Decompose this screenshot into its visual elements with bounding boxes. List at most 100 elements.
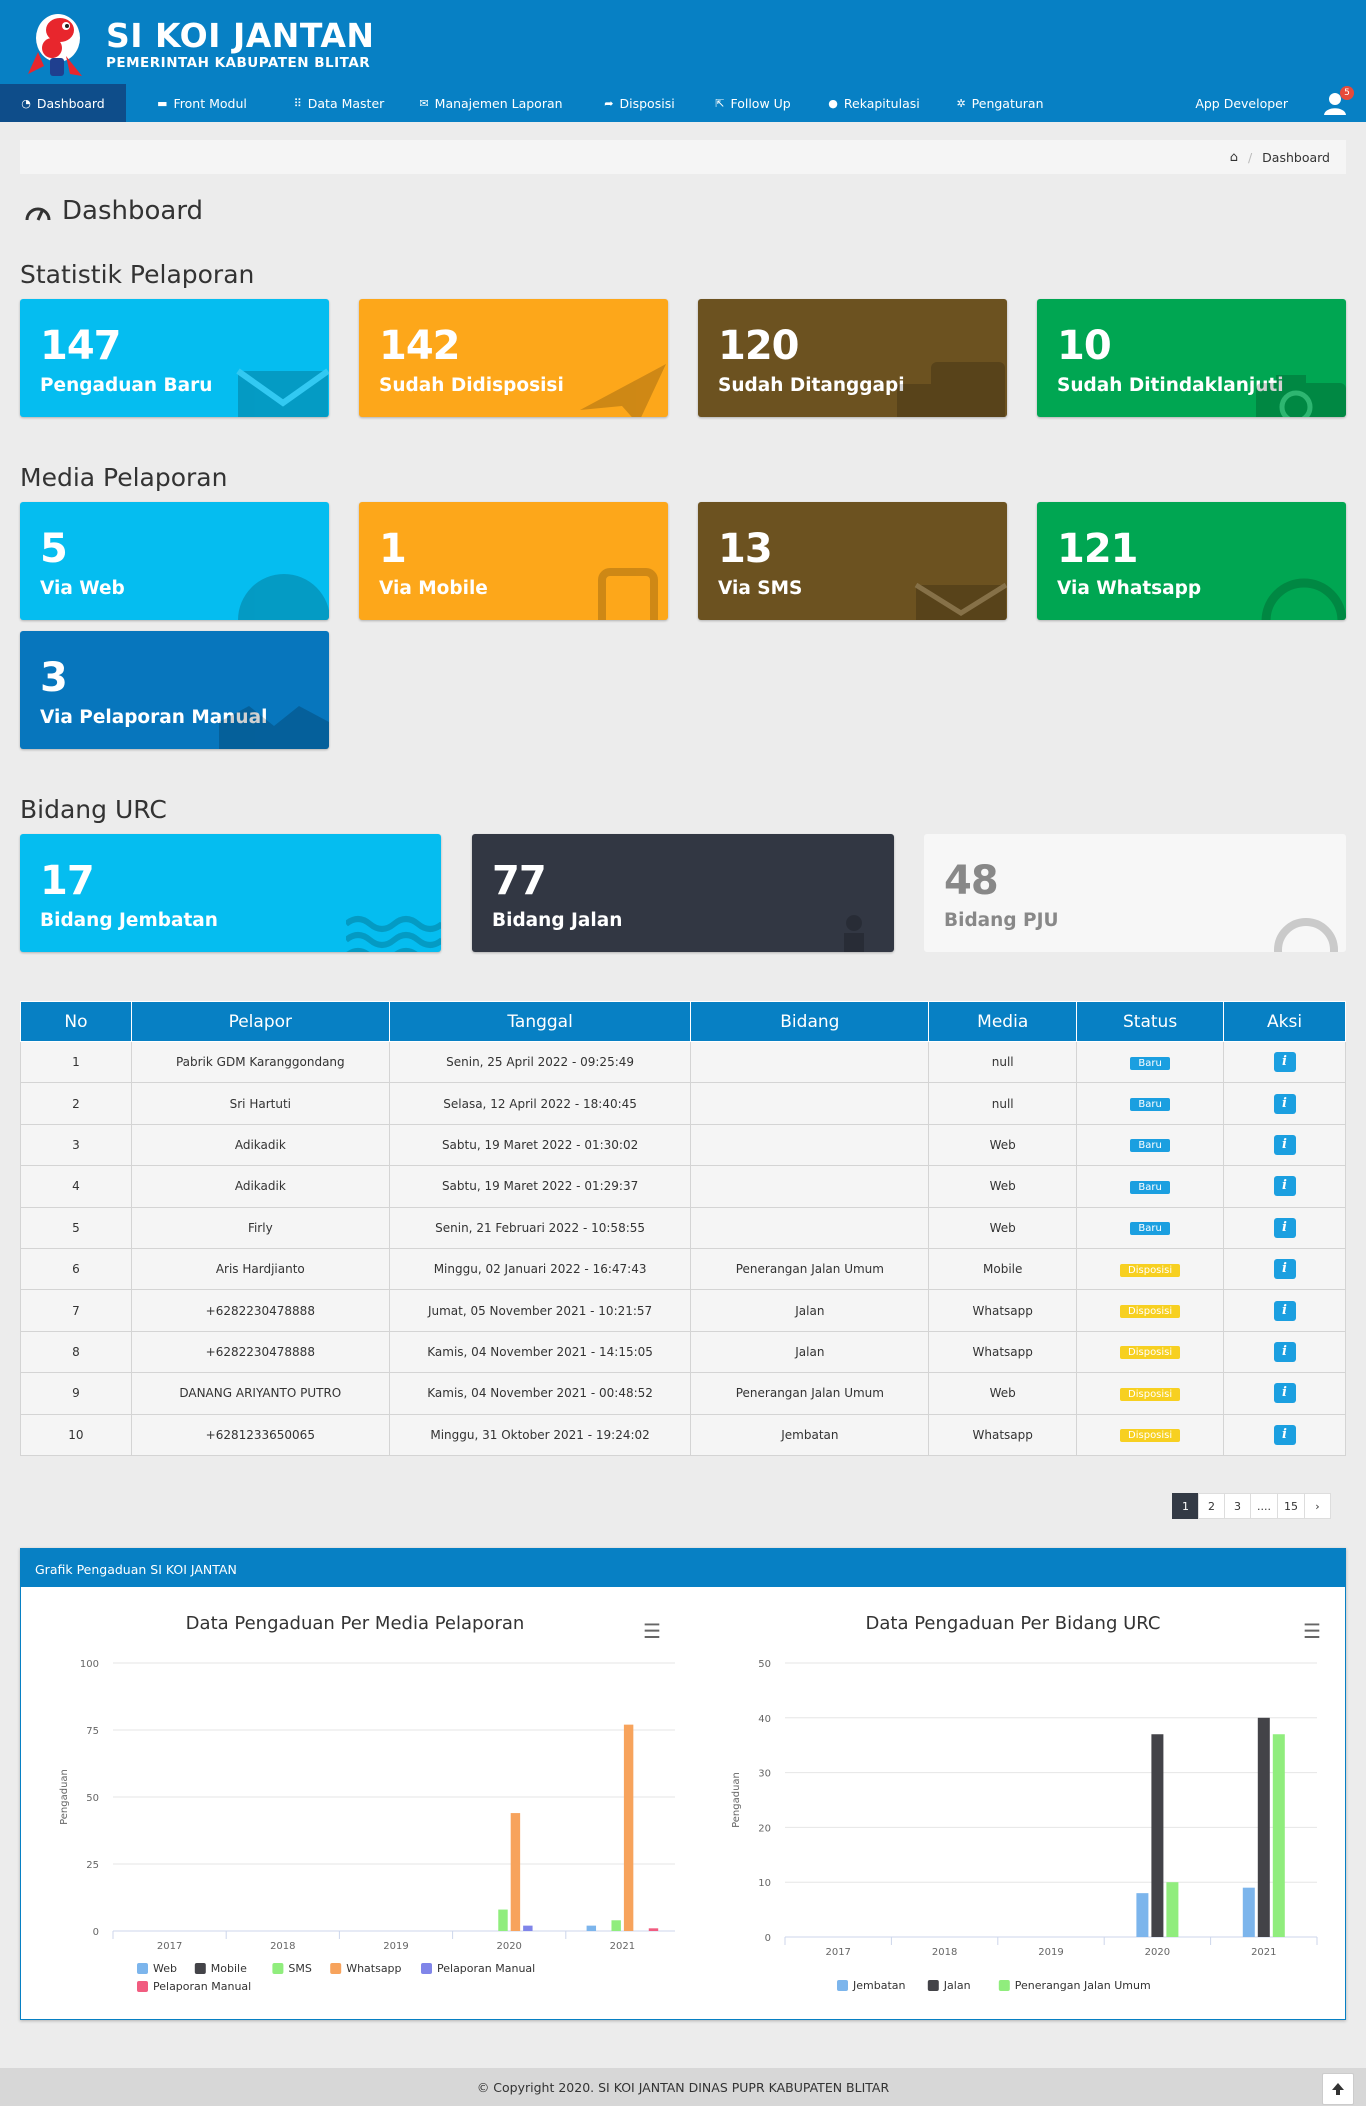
row-pelapor: DANANG ARIYANTO PUTRO <box>130 1372 390 1415</box>
media-card-mobile[interactable]: 1 Via Mobile <box>359 502 668 620</box>
external-link-icon: ⇱ <box>715 96 725 110</box>
bar[interactable] <box>611 1920 621 1931</box>
media-card-web[interactable]: 5 Via Web <box>20 502 329 620</box>
row-aksi: i <box>1223 1289 1346 1332</box>
bar[interactable] <box>1257 1717 1270 1937</box>
y-tick-label: 40 <box>758 1714 771 1725</box>
bar[interactable] <box>1272 1734 1285 1937</box>
app-developer-link[interactable]: App Developer <box>1195 95 1288 111</box>
legend-label[interactable]: Web <box>153 1962 177 1975</box>
bar[interactable] <box>586 1925 597 1931</box>
chart-media-pelaporan: Data Pengaduan Per Media Pelaporan ☰ 0 25… <box>35 1595 675 2005</box>
col-header-media[interactable]: Media <box>928 1001 1078 1042</box>
nav-dashboard[interactable]: ◔ Dashboard <box>0 84 126 122</box>
bar[interactable] <box>1151 1734 1164 1937</box>
stat-card-sudah-didisposisi[interactable]: 142 Sudah Didisposisi <box>359 299 668 417</box>
row-tanggal: Senin, 25 April 2022 - 09:25:49 <box>388 1040 692 1084</box>
info-icon[interactable]: i <box>1273 1424 1296 1445</box>
brand[interactable]: SI KOI JANTAN PEMERINTAH KABUPATEN BLITA… <box>26 8 375 80</box>
back-to-top-button[interactable] <box>1322 2073 1354 2105</box>
bar[interactable] <box>510 1813 521 1931</box>
nav-manajemen-laporan[interactable]: ✉ Manajemen Laporan <box>400 84 582 122</box>
status-badge: Disposisi <box>1120 1346 1181 1360</box>
row-aksi: i <box>1223 1413 1346 1456</box>
status-badge: Disposisi <box>1120 1429 1181 1443</box>
bidang-value: 48 <box>944 858 999 904</box>
breadcrumb-current: Dashboard <box>1262 149 1330 165</box>
bar[interactable] <box>498 1909 508 1931</box>
info-icon[interactable]: i <box>1273 1052 1296 1073</box>
section-bidang-title: Bidang URC <box>20 795 167 824</box>
bar[interactable] <box>1136 1893 1149 1937</box>
legend-swatch <box>837 1980 848 1991</box>
page-link[interactable]: .... <box>1250 1493 1278 1519</box>
info-icon[interactable]: i <box>1273 1093 1296 1114</box>
y-tick-label: 100 <box>80 1659 99 1670</box>
nav-label: Dashboard <box>36 95 105 111</box>
envelope-icon <box>236 368 329 417</box>
row-bidang: Jembatan <box>690 1413 930 1456</box>
status-badge: Disposisi <box>1120 1305 1181 1319</box>
info-icon[interactable]: i <box>1273 1259 1296 1280</box>
col-header-status[interactable]: Status <box>1076 1001 1225 1042</box>
nav-follow-up[interactable]: ⇱ Follow Up <box>697 84 809 122</box>
y-tick-label: 75 <box>86 1726 99 1737</box>
info-icon[interactable]: i <box>1273 1176 1296 1197</box>
legend-label[interactable]: Mobile <box>211 1962 247 1975</box>
nav-label: Rekapitulasi <box>843 95 920 111</box>
legend-label[interactable]: Jalan <box>943 1979 971 1992</box>
nav-disposisi[interactable]: ➦ Disposisi <box>582 84 697 122</box>
col-header-pelapor[interactable]: Pelapor <box>130 1001 390 1042</box>
info-icon[interactable]: i <box>1273 1217 1296 1238</box>
legend-label[interactable]: SMS <box>288 1962 311 1975</box>
bidang-card-jalan[interactable]: 77 Bidang Jalan <box>472 834 894 952</box>
bidang-card-jembatan[interactable]: 17 Bidang Jembatan <box>20 834 441 952</box>
stat-card-sudah-ditindaklanjuti[interactable]: 10 Sudah Ditindaklanjuti <box>1037 299 1346 417</box>
media-card-whatsapp[interactable]: 121 Via Whatsapp <box>1037 502 1346 620</box>
hamburger-menu-icon[interactable]: ☰ <box>1303 1619 1321 1643</box>
info-icon[interactable]: i <box>1273 1383 1296 1404</box>
y-tick-label: 20 <box>758 1823 771 1834</box>
page-link[interactable]: 3 <box>1224 1493 1251 1519</box>
stat-card-pengaduan-baru[interactable]: 147 Pengaduan Baru <box>20 299 329 417</box>
nav-pengaturan[interactable]: ✲ Pengaturan <box>939 84 1061 122</box>
home-icon[interactable]: ⌂ <box>1229 149 1238 165</box>
col-header-no[interactable]: No <box>20 1001 132 1042</box>
page-link[interactable]: 2 <box>1198 1493 1225 1519</box>
col-header-bidang[interactable]: Bidang <box>690 1001 930 1042</box>
page-link[interactable]: › <box>1304 1493 1331 1519</box>
legend-label[interactable]: Pelaporan Manual <box>153 1980 251 1993</box>
col-header-tanggal[interactable]: Tanggal <box>388 1001 692 1042</box>
x-tick-label: 2021 <box>1251 1947 1276 1958</box>
bar[interactable] <box>1242 1887 1255 1937</box>
media-value: 121 <box>1057 526 1138 572</box>
monitor-icon: ▬ <box>157 96 168 110</box>
info-icon[interactable]: i <box>1273 1341 1296 1362</box>
media-card-pelaporan-manual[interactable]: 3 Via Pelaporan Manual <box>20 631 329 749</box>
info-icon[interactable]: i <box>1273 1134 1296 1155</box>
stat-label: Pengaduan Baru <box>40 375 213 396</box>
bidang-card-pju[interactable]: 48 Bidang PJU <box>924 834 1346 952</box>
envelope-icon <box>914 583 1007 620</box>
media-card-sms[interactable]: 13 Via SMS <box>698 502 1007 620</box>
legend-label[interactable]: Penerangan Jalan Umum <box>1015 1979 1151 1992</box>
nav-rekapitulasi[interactable]: ● Rekapitulasi <box>809 84 939 122</box>
user-menu-button[interactable]: 5 <box>1320 86 1354 118</box>
info-icon[interactable]: i <box>1273 1300 1296 1321</box>
row-tanggal: Kamis, 04 November 2021 - 14:15:05 <box>388 1330 692 1374</box>
row-aksi: i <box>1223 1082 1346 1125</box>
nav-front-modul[interactable]: ▬ Front Modul <box>126 84 278 122</box>
legend-label[interactable]: Jembatan <box>852 1979 906 1992</box>
legend-label[interactable]: Pelaporan Manual <box>437 1962 535 1975</box>
hamburger-menu-icon[interactable]: ☰ <box>643 1619 661 1643</box>
bar[interactable] <box>623 1724 634 1931</box>
bar[interactable] <box>648 1928 659 1931</box>
bar[interactable] <box>1166 1882 1179 1937</box>
page-link[interactable]: 15 <box>1277 1493 1305 1519</box>
col-header-aksi[interactable]: Aksi <box>1223 1001 1346 1042</box>
bar[interactable] <box>523 1925 533 1931</box>
stat-card-sudah-ditanggapi[interactable]: 120 Sudah Ditanggapi <box>698 299 1007 417</box>
page-link[interactable]: 1 <box>1172 1493 1199 1519</box>
legend-label[interactable]: Whatsapp <box>346 1962 401 1975</box>
nav-data-master[interactable]: ⠿ Data Master <box>278 84 400 122</box>
